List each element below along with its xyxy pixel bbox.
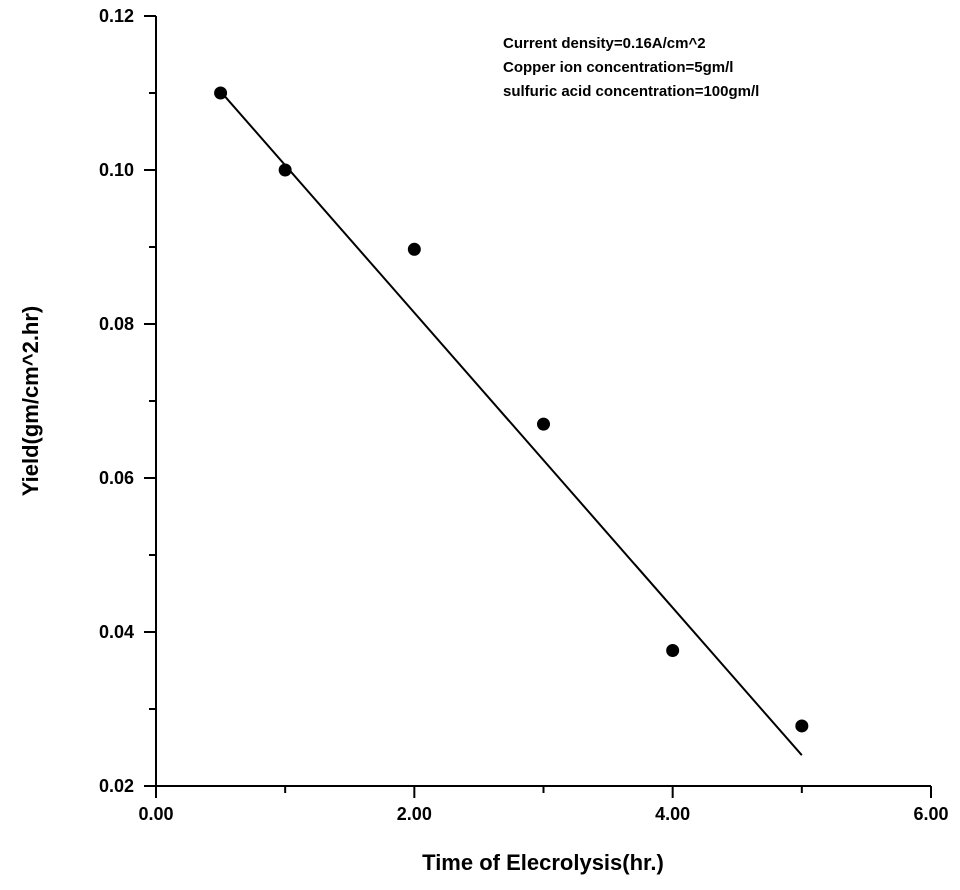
axes — [155, 16, 931, 787]
data-point — [214, 86, 228, 100]
annotation-line-3: sulfuric acid concentration=100gm/l — [503, 83, 759, 100]
fit-line-group — [219, 90, 803, 756]
annotation-line-2: Copper ion concentration=5gm/l — [503, 59, 733, 76]
x-axis-title: Time of Elecrolysis(hr.) — [422, 850, 664, 875]
x-tick-label: 2.00 — [397, 804, 432, 824]
y-tick-label: 0.02 — [99, 776, 134, 796]
x-tick-label: 6.00 — [913, 804, 948, 824]
data-point — [666, 643, 680, 657]
y-tick-label: 0.08 — [99, 314, 134, 334]
data-point — [407, 242, 421, 256]
data-point — [278, 163, 292, 177]
annotation-line-1: Current density=0.16A/cm^2 — [503, 35, 706, 52]
y-tick-label: 0.04 — [99, 622, 134, 642]
y-tick-label: 0.12 — [99, 6, 134, 26]
ticks: 0.02 0.04 0.06 0.08 0.10 0.12 0.00 2.00 4.00 6.00 — [99, 6, 949, 824]
fit-line — [219, 90, 803, 756]
data-point — [795, 719, 809, 733]
y-tick-label: 0.10 — [99, 160, 134, 180]
data-point — [537, 417, 550, 431]
x-tick-label: 4.00 — [655, 804, 690, 824]
y-axis-title: Yield(gm/cm^2.hr) — [18, 306, 43, 497]
data-points — [214, 86, 809, 733]
annotation-block: Current density=0.16A/cm^2 Copper ion co… — [503, 35, 759, 100]
y-tick-label: 0.06 — [99, 468, 134, 488]
x-tick-label: 0.00 — [138, 804, 173, 824]
